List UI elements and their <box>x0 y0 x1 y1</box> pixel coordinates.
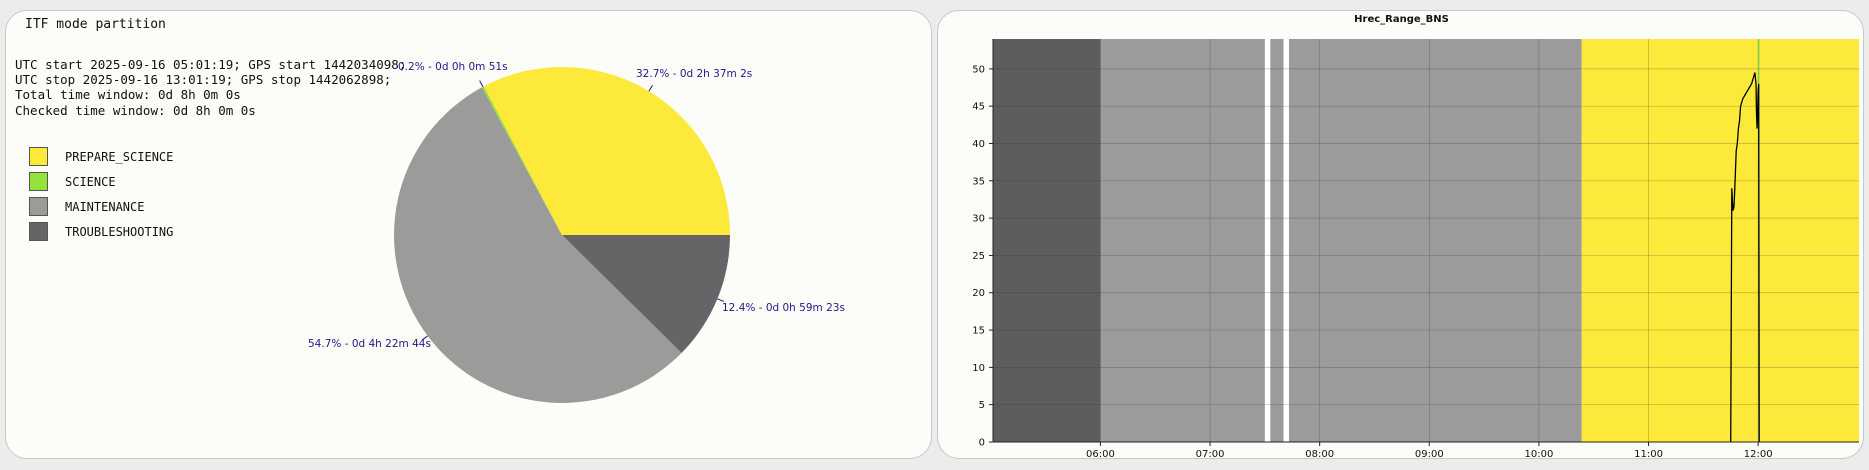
mode-band-prepare-science <box>1581 39 1759 442</box>
legend-label: PREPARE_SCIENCE <box>65 150 174 164</box>
pie-label-leader <box>421 335 428 341</box>
line-chart: 0 5 10 15 20 25 30 35 40 45 50 06:00 07:00 08:00 09:00… <box>972 39 1859 459</box>
mode-band-maintenance <box>1288 39 1582 442</box>
legend-swatch <box>29 197 48 216</box>
mode-band-maintenance <box>1270 39 1284 442</box>
utc-stop-line: UTC stop 2025-09-16 13:01:19; GPS stop 1… <box>15 72 392 87</box>
pie-label-science: 0.2% - 0d 0h 0m 51s <box>398 61 508 73</box>
pie-label-troubleshooting: 12.4% - 0d 0h 59m 23s <box>722 302 845 314</box>
mode-band-prepare-science <box>1759 39 1859 442</box>
pie-label-leader <box>717 298 725 302</box>
y-tick-label: 15 <box>972 326 985 337</box>
y-tick-label: 10 <box>972 363 985 374</box>
y-tick-label: 40 <box>972 139 985 150</box>
x-tick-label: 07:00 <box>1196 449 1225 459</box>
x-tick-label: 11:00 <box>1634 449 1663 459</box>
legend-label: TROUBLESHOOTING <box>65 225 174 239</box>
y-tick-label: 45 <box>972 102 985 113</box>
panel-title: ITF mode partition <box>25 17 166 32</box>
x-tick-label: 06:00 <box>1086 449 1115 459</box>
pie-slice-troubleshooting <box>562 235 730 354</box>
pie-label-maintenance: 54.7% - 0d 4h 22m 44s <box>308 338 431 350</box>
legend-swatch <box>29 222 48 241</box>
utc-start-line: UTC start 2025-09-16 05:01:19; GPS start… <box>15 57 407 72</box>
hrec-range-panel: Hrec_Range_BNS 0 5 10 15 20 25 30 35 40 45 50 06:00… <box>937 10 1864 459</box>
mode-band-troubleshooting <box>993 39 1101 442</box>
x-tick-label: 09:00 <box>1415 449 1444 459</box>
chart-title: Hrec_Range_BNS <box>1354 14 1449 25</box>
legend-swatch <box>29 147 48 166</box>
x-tick-label: 10:00 <box>1524 449 1553 459</box>
legend-swatch <box>29 172 48 191</box>
checked-window-line: Checked time window: 0d 8h 0m 0s <box>15 103 256 118</box>
mode-band-maintenance <box>1100 39 1265 442</box>
series-line <box>1730 72 1760 443</box>
pie-slice-prepare-science <box>483 66 730 235</box>
mode-partition-panel: ITF mode partition UTC start 2025-09-16 … <box>5 10 932 459</box>
pie-label-prepare-science: 32.7% - 0d 2h 37m 2s <box>636 68 752 80</box>
pie-slice-maintenance <box>394 87 682 403</box>
pie-chart: 12.4% - 0d 0h 59m 23s 54.7% - 0d 4h 22m 4… <box>308 61 845 403</box>
pie-label-leader <box>648 84 653 92</box>
y-tick-label: 30 <box>972 214 985 225</box>
y-tick-label: 0 <box>979 438 985 449</box>
pie-label-leader <box>479 80 484 88</box>
legend-label: MAINTENANCE <box>65 200 145 214</box>
y-tick-label: 35 <box>972 176 985 187</box>
total-window-line: Total time window: 0d 8h 0m 0s <box>15 87 241 102</box>
x-tick-label: 12:00 <box>1744 449 1773 459</box>
y-tick-label: 20 <box>972 288 985 299</box>
x-tick-label: 08:00 <box>1305 449 1334 459</box>
y-tick-label: 50 <box>972 64 985 75</box>
y-tick-label: 25 <box>972 251 985 262</box>
legend-label: SCIENCE <box>65 175 116 189</box>
y-tick-label: 5 <box>979 400 985 411</box>
pie-slice-science <box>481 86 562 235</box>
